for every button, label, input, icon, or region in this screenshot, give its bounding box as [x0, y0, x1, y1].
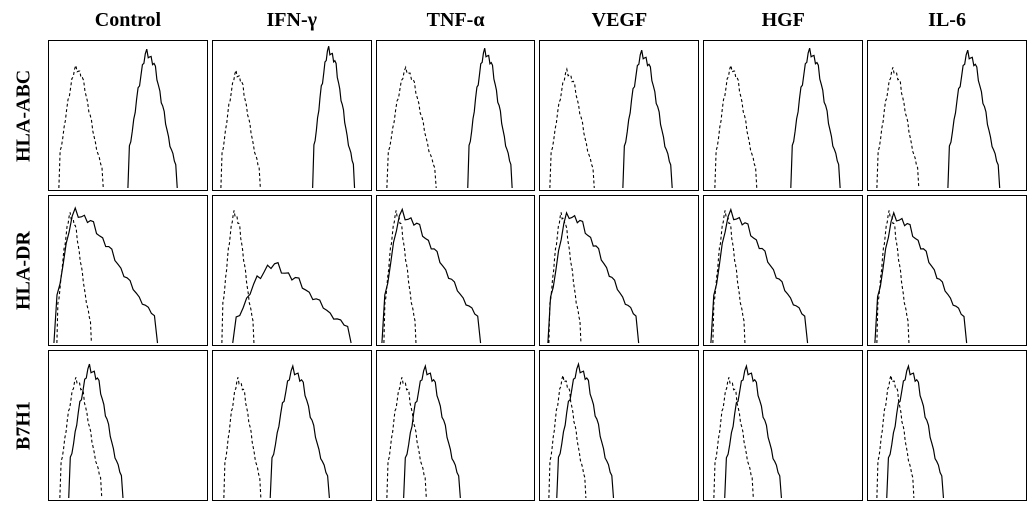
histogram-stained: [403, 366, 460, 498]
grid-corner: [4, 4, 44, 36]
panel-b7h1-hgf: [703, 350, 863, 501]
panel-hla-dr-tnfa: [376, 195, 536, 346]
histogram-isotype-control: [59, 65, 103, 188]
row-header-2: B7H1: [4, 350, 44, 501]
histogram-stained: [557, 364, 614, 498]
panel-b7h1-il6: [867, 350, 1027, 501]
histogram-stained: [791, 48, 840, 188]
histogram-stained: [312, 46, 354, 188]
histogram-stained: [623, 50, 672, 188]
histogram-stained: [725, 366, 782, 498]
panel-hla-dr-ifng: [212, 195, 372, 346]
histogram-isotype-control: [714, 377, 753, 498]
panel-hla-dr-control: [48, 195, 208, 346]
col-header-0: Control: [48, 4, 208, 36]
histogram-stained: [69, 364, 123, 498]
col-header-2: TNF-α: [376, 4, 536, 36]
col-header-3: VEGF: [539, 4, 699, 36]
histogram-isotype-control: [222, 210, 254, 343]
panel-b7h1-tnfa: [376, 350, 536, 501]
histogram-stained: [382, 209, 481, 343]
histogram-stained: [233, 263, 351, 343]
histogram-isotype-control: [57, 212, 92, 343]
col-header-4: HGF: [703, 4, 863, 36]
panel-hla-abc-control: [48, 40, 208, 191]
panel-hla-abc-hgf: [703, 40, 863, 191]
panel-hla-dr-vegf: [539, 195, 699, 346]
histogram-isotype-control: [715, 65, 757, 188]
histogram-grid: Control IFN-γ TNF-α VEGF HGF IL-6 HLA-AB…: [0, 0, 1035, 509]
panel-b7h1-vegf: [539, 350, 699, 501]
panel-hla-dr-hgf: [703, 195, 863, 346]
histogram-stained: [54, 208, 158, 343]
histogram-isotype-control: [877, 375, 914, 498]
histogram-stained: [711, 210, 808, 343]
panel-hla-abc-il6: [867, 40, 1027, 191]
histogram-stained: [875, 213, 967, 343]
histogram-isotype-control: [550, 69, 594, 188]
col-header-1: IFN-γ: [212, 4, 372, 36]
histogram-isotype-control: [60, 377, 102, 498]
row-header-0: HLA-ABC: [4, 40, 44, 191]
panel-b7h1-control: [48, 350, 208, 501]
histogram-isotype-control: [387, 377, 426, 498]
histogram-isotype-control: [877, 67, 919, 188]
histogram-stained: [128, 49, 177, 188]
histogram-isotype-control: [549, 375, 586, 498]
histogram-isotype-control: [224, 377, 261, 498]
histogram-stained: [270, 366, 329, 498]
panel-hla-dr-il6: [867, 195, 1027, 346]
panel-hla-abc-vegf: [539, 40, 699, 191]
row-header-1: HLA-DR: [4, 195, 44, 346]
histogram-isotype-control: [387, 67, 436, 188]
histogram-stained: [548, 213, 639, 343]
histogram-isotype-control: [549, 212, 581, 343]
histogram-isotype-control: [221, 70, 260, 188]
panel-hla-abc-ifng: [212, 40, 372, 191]
panel-hla-abc-tnfa: [376, 40, 536, 191]
histogram-stained: [467, 48, 511, 188]
histogram-stained: [948, 50, 1000, 188]
col-header-5: IL-6: [867, 4, 1027, 36]
panel-b7h1-ifng: [212, 350, 372, 501]
